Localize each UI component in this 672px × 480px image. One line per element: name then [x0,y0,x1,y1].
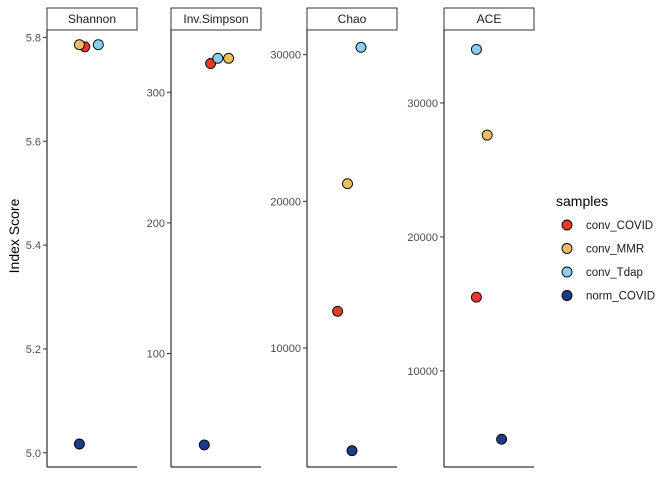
legend-label-norm-covid: norm_COVID [586,291,655,303]
strip-box [170,7,262,31]
point-conv-tdap [92,39,104,51]
panel-chao: Chao 10000 20000 30000 [270,7,398,468]
point-conv-mmr [73,39,85,51]
point-conv-tdap [355,41,367,53]
point-norm-covid [346,445,358,457]
point-norm-covid [198,439,210,451]
legend-key-conv-tdap [561,266,573,278]
y-tick-label: 20000 [270,196,301,208]
y-tick-label: 200 [147,218,165,230]
legend-label-conv-mmr: conv_MMR [586,244,644,256]
point-conv-mmr [481,129,493,141]
strip-box [306,7,398,31]
y-tick-label: 5.2 [26,344,41,356]
strip-label: Chao [338,12,367,26]
strip-label: ACE [477,12,502,26]
panels: Shannon 5.0 5.2 5.4 5.6 5.8 Inv.Simpson 100 200 3… [26,7,535,468]
y-tick-label: 100 [147,349,165,361]
panel-ace: ACE 10000 20000 30000 [407,7,535,468]
y-tick-label: 20000 [407,232,438,244]
strip-label: Shannon [68,12,116,26]
point-conv-covid [332,305,344,317]
point-norm-covid [496,433,508,445]
panel-shannon: Shannon 5.0 5.2 5.4 5.6 5.8 [26,7,138,468]
legend-key-conv-mmr [561,243,573,254]
legend-key-norm-covid [561,290,573,301]
point-conv-covid [470,291,482,303]
point-conv-tdap [212,52,224,64]
legend: samples conv_COVID conv_MMR conv_Tdap norm_… [556,193,655,303]
y-tick-label: 5.6 [26,136,41,148]
y-tick-label: 30000 [407,98,438,110]
point-conv-mmr [223,52,235,64]
point-conv-tdap [470,43,482,55]
legend-key-conv-covid [561,219,573,231]
y-tick-label: 30000 [270,50,301,62]
legend-label-conv-tdap: conv_Tdap [586,267,643,279]
point-conv-mmr [342,178,353,190]
panel-inv-simpson: Inv.Simpson 100 200 300 [147,7,262,468]
point-norm-covid [73,438,85,450]
legend-label-conv-covid: conv_COVID [586,220,653,232]
strip-box [443,7,535,31]
y-tick-label: 5.0 [26,448,41,460]
y-tick-label: 300 [147,87,165,99]
strip-box [46,7,138,31]
y-tick-label: 10000 [407,366,438,378]
y-tick-label: 5.4 [26,240,41,252]
y-tick-label: 10000 [270,343,301,355]
strip-label: Inv.Simpson [183,12,248,26]
y-tick-label: 5.8 [26,32,41,44]
y-axis-title: Index Score [6,198,22,273]
legend-title: samples [556,193,608,209]
